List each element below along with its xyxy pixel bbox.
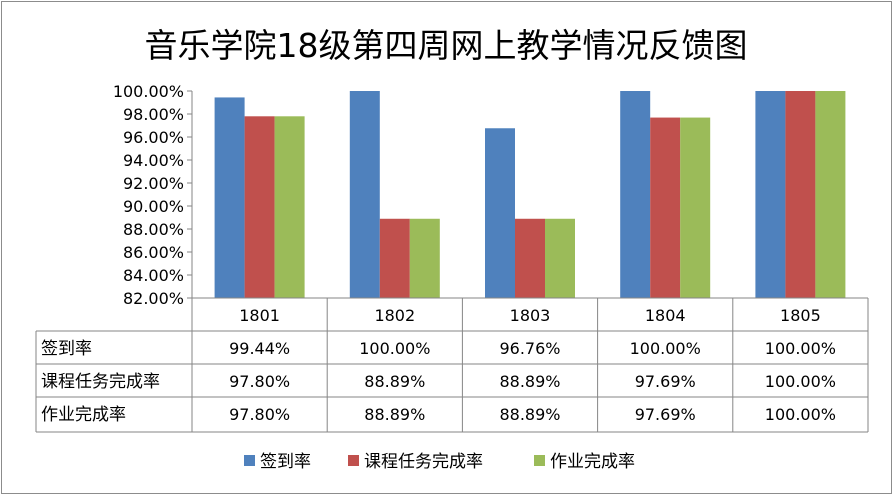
table-cell: 100.00%	[630, 339, 701, 358]
table-cell: 97.80%	[229, 372, 290, 391]
table-cell: 88.89%	[364, 405, 425, 424]
y-tick-label: 92.00%	[123, 174, 184, 193]
bar-1801-series-0	[214, 97, 245, 298]
table-cell: 100.00%	[765, 339, 836, 358]
table-cell: 97.69%	[635, 405, 696, 424]
legend-swatch	[244, 455, 255, 466]
y-tick-label: 86.00%	[123, 243, 184, 262]
y-tick-label: 88.00%	[123, 220, 184, 239]
bar-1803-series-1	[515, 218, 545, 298]
bar-1804-series-2	[680, 117, 711, 298]
chart-title: 音乐学院18级第四周网上教学情况反馈图	[145, 26, 748, 65]
table-cell: 97.80%	[229, 405, 290, 424]
bar-1804-series-1	[650, 117, 681, 298]
table-cell: 88.89%	[499, 405, 560, 424]
bar-1802-series-2	[409, 218, 440, 298]
row-header: 作业完成率	[41, 405, 126, 425]
y-tick-label: 94.00%	[123, 151, 184, 170]
table-cell: 100.00%	[359, 339, 430, 358]
bar-1805-series-1	[785, 91, 816, 298]
y-tick-label: 98.00%	[123, 105, 184, 124]
legend-swatch	[348, 455, 359, 466]
category-label: 1804	[645, 306, 686, 325]
category-label: 1805	[780, 306, 821, 325]
bar-1804-series-0	[620, 91, 651, 298]
bar-1805-series-2	[815, 91, 846, 298]
legend-swatch	[534, 455, 545, 466]
category-label: 1803	[510, 306, 551, 325]
table-cell: 99.44%	[229, 339, 290, 358]
row-header: 课程任务完成率	[41, 372, 160, 392]
y-tick-label: 90.00%	[123, 197, 184, 216]
legend-label: 课程任务完成率	[364, 452, 483, 472]
bar-1802-series-0	[349, 91, 380, 298]
bar-1803-series-0	[485, 128, 515, 298]
bar-1801-series-2	[274, 116, 305, 298]
y-tick-label: 82.00%	[123, 289, 184, 308]
row-header: 签到率	[41, 339, 92, 359]
category-label: 1801	[239, 306, 280, 325]
table-cell: 100.00%	[765, 372, 836, 391]
bar-1805-series-0	[755, 91, 786, 298]
bar-1802-series-1	[379, 218, 410, 298]
legend-label: 签到率	[260, 452, 311, 472]
table-cell: 88.89%	[364, 372, 425, 391]
category-label: 1802	[374, 306, 415, 325]
y-tick-label: 84.00%	[123, 266, 184, 285]
table-cell: 96.76%	[499, 339, 560, 358]
y-tick-label: 96.00%	[123, 128, 184, 147]
legend-label: 作业完成率	[550, 452, 635, 472]
bar-1801-series-1	[244, 116, 275, 298]
y-tick-label: 100.00%	[113, 82, 184, 101]
bar-1803-series-2	[545, 218, 575, 298]
table-cell: 97.69%	[635, 372, 696, 391]
table-cell: 100.00%	[765, 405, 836, 424]
table-cell: 88.89%	[499, 372, 560, 391]
